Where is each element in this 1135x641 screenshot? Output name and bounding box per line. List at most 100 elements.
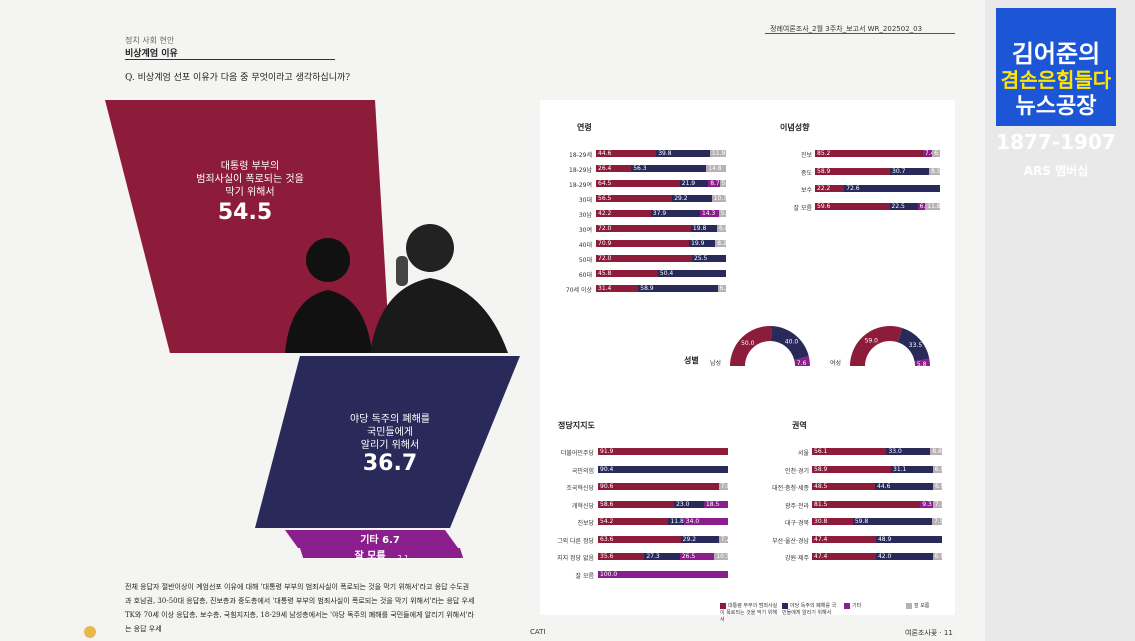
region-segment: 81.5	[812, 500, 921, 508]
ideology-bar: 85.27.46.1	[815, 150, 940, 157]
region-row-label: 강원·제주	[785, 555, 809, 562]
region-segment: 33.0	[886, 448, 931, 455]
ideology-bar: 58.9 30.7 8.5	[815, 167, 940, 175]
age-segment: 72.0	[596, 225, 691, 232]
header-divider	[125, 59, 335, 60]
gender-male-donut: 50.0 40.0 7.6	[730, 326, 810, 367]
gender-male-value: 50.0	[741, 340, 755, 347]
party-title: 정당지지도	[558, 421, 595, 430]
age-segment: 8.2	[715, 240, 726, 247]
channel-logo: 김어준의 겸손은힘들다 뉴스공장	[996, 8, 1116, 126]
main-result-graphic	[105, 100, 520, 558]
age-segment: 56.3	[631, 165, 707, 172]
party-segment: 91.9	[598, 448, 728, 455]
region-segment: 48.9	[875, 535, 942, 543]
ideology-segment: 85.2	[815, 150, 923, 157]
ideology-segment: 58.9	[815, 167, 891, 175]
region-segment: 31.1	[891, 465, 933, 473]
party-segment: 23.0	[674, 500, 704, 508]
age-bar: 26.4 56.3 14.8	[596, 165, 726, 172]
gender-female-slice	[850, 326, 903, 366]
region-segment: 7.1	[932, 500, 942, 508]
phone-number: 1877-1907	[996, 130, 1116, 154]
person-right-head	[406, 224, 454, 272]
ideology-segment: 59.6	[815, 202, 890, 210]
party-bar: 90.4	[598, 465, 728, 473]
region-segment: 42.0	[875, 553, 933, 560]
party-row-label: 진보당	[577, 520, 594, 527]
person-left-body	[285, 290, 372, 353]
ideology-title: 이념성향	[780, 123, 810, 132]
party-segment: 7.2	[718, 535, 728, 543]
region-row-label: 인천·경기	[785, 467, 809, 475]
age-segment: 6.8	[717, 225, 726, 232]
region-segment: 6.9	[933, 483, 942, 490]
flower-logo-icon	[84, 626, 96, 638]
age-segment: 6.3	[717, 285, 726, 292]
party-bar: 54.2 11.8 34.0	[598, 518, 728, 525]
party-segment: 11.8	[668, 518, 684, 525]
legend-swatch	[844, 602, 850, 609]
region-segment: 7.5	[932, 518, 942, 525]
report-page: 정치 사회 현안 비상계엄 이유 Q. 비상계엄 선포 이유가 다음 중 무엇이…	[0, 0, 985, 641]
ideology-segment: 11.8	[925, 202, 940, 210]
legend-text: 대통령 부부의 범죄사실이 폭로되는 것을 막기 위해서	[720, 603, 778, 623]
age-segment: 21.9	[679, 180, 709, 187]
party-row-label: 지지 정당 없음	[557, 555, 594, 562]
party-segment: 63.6	[598, 535, 681, 543]
party-row-label: 개혁신당	[571, 502, 594, 510]
age-segment: 26.4	[596, 165, 632, 172]
region-row-label: 서울	[797, 450, 809, 457]
age-title: 연령	[577, 123, 592, 132]
party-segment: 26.5	[679, 553, 715, 560]
region-segment: 47.4	[812, 553, 876, 560]
age-row-label: 40대	[578, 242, 592, 249]
age-segment: 42.2	[596, 210, 651, 217]
region-segment: 48.5	[812, 483, 876, 490]
ideology-segment: 22.2	[815, 185, 845, 192]
region-segment: 6.9	[932, 465, 942, 473]
age-row-label: 50대	[578, 257, 592, 264]
age-bar: 56.5 29.2 10.7	[596, 195, 726, 202]
document-id: 정례여론조사_2월 3주차_보고서 WR_202502_03	[770, 25, 923, 33]
dk-shape	[300, 548, 464, 558]
region-segment: 9.3	[920, 500, 933, 508]
party-bar: 35.6 27.3 26.5 10.5	[598, 553, 728, 560]
region-row-label: 대전·충청·세종	[772, 485, 809, 492]
gender-title: 성별	[684, 356, 699, 365]
age-segment: 11.9	[709, 150, 726, 157]
etc-shape	[285, 530, 458, 548]
gender-female-donut: 59.0 33.5 5.8	[850, 326, 930, 368]
ideology-segment: 7.4	[922, 150, 933, 157]
option2-value: 36.7	[362, 451, 418, 476]
age-bar: 31.458.96.3	[596, 285, 726, 292]
legend-text: 기타	[852, 603, 862, 609]
age-row-label: 60대	[578, 272, 592, 279]
party-segment: 7.0	[718, 483, 728, 490]
section-title: 비상계엄 이유	[125, 49, 178, 59]
age-row-label: 70세 이상	[565, 287, 592, 294]
age-segment: 70.9	[596, 240, 690, 247]
dk-value: 2.1	[397, 554, 409, 562]
age-segment: 29.2	[672, 195, 712, 202]
age-segment: 45.8	[596, 270, 658, 277]
gender-male-value: 40.0	[785, 338, 799, 345]
age-bar: 72.019.86.8	[596, 225, 726, 232]
party-row-label: 국민의힘	[571, 467, 594, 475]
option1-shape	[105, 100, 390, 353]
age-bar: 70.9 19.9 8.2	[596, 240, 726, 247]
region-segment: 8.8	[930, 448, 942, 455]
age-segment: 56.5	[596, 195, 673, 202]
ideology-row-label: 잘 모름	[793, 204, 812, 212]
ideology-row-label: 중도	[800, 169, 812, 177]
age-segment: 5.0	[719, 180, 726, 187]
ideology-bar: 59.622.56.111.8	[815, 202, 940, 210]
ideology-segment: 8.5	[929, 167, 940, 175]
logo-line3: 뉴스공장	[1015, 94, 1097, 119]
party-bar: 91.9	[598, 448, 728, 455]
page-number: 여론조사꽃 · 11	[905, 629, 953, 637]
party-bar: 58.6 23.0 18.5	[598, 500, 728, 508]
gender-female-slice	[897, 327, 930, 362]
gender-male-label: 남성	[710, 360, 722, 367]
party-segment: 58.6	[598, 500, 675, 508]
